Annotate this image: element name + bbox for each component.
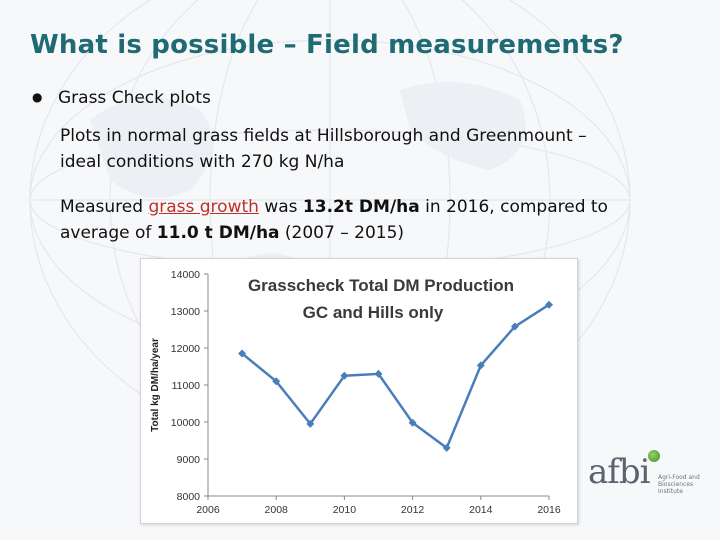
dm-production-chart: Grasscheck Total DM Production GC and Hi… — [150, 269, 561, 516]
x-tick-label: 2010 — [333, 504, 357, 516]
logo-wordmark: afbi — [588, 452, 650, 492]
bullet-text: Grass Check plots — [58, 88, 211, 108]
x-tick-label: 2014 — [469, 504, 493, 516]
average-pre: average of — [60, 223, 157, 243]
y-tick-label: 10000 — [171, 417, 200, 429]
x-tick-label: 2008 — [265, 504, 289, 516]
afbi-logo: afbi Agri-Food and Biosciences Institute — [588, 446, 708, 526]
bullet-dot-icon: ● — [32, 90, 43, 104]
y-tick-label: 11000 — [172, 380, 201, 392]
logo-leaf-icon — [648, 450, 660, 462]
data-point — [408, 418, 417, 427]
series-line — [241, 303, 550, 450]
chart-title-line-1: Grasscheck Total DM Production — [248, 276, 514, 295]
plots-line-1: Plots in normal grass fields at Hillsbor… — [60, 126, 587, 146]
y-tick-label: 12000 — [171, 343, 200, 355]
data-point — [510, 322, 519, 331]
growth-value-2016: 13.2t DM/ha — [302, 197, 420, 217]
data-point — [374, 369, 383, 378]
chart-panel: Grasscheck Total DM Production GC and Hi… — [140, 258, 578, 524]
y-axis-label: Total kg DM/ha/year — [150, 338, 161, 432]
data-point — [545, 300, 553, 309]
average-post: (2007 – 2015) — [279, 223, 405, 243]
x-tick-label: 2016 — [537, 504, 561, 516]
growth-mid: was — [258, 197, 303, 217]
bullet-grass-check: ● Grass Check plots — [32, 88, 211, 108]
y-tick-label: 8000 — [177, 491, 201, 503]
growth-pre: Measured — [60, 197, 149, 217]
plots-line-2: ideal conditions with 270 kg N/ha — [60, 152, 345, 172]
slide-title: What is possible – Field measurements? — [30, 30, 624, 60]
data-point — [272, 377, 281, 386]
data-point — [442, 443, 451, 452]
x-tick-label: 2006 — [196, 504, 220, 516]
data-point — [306, 419, 315, 428]
data-point — [238, 349, 247, 358]
growth-line-2: average of 11.0 t DM/ha (2007 – 2015) — [60, 220, 608, 246]
y-tick-label: 14000 — [171, 269, 200, 281]
plots-description: Plots in normal grass fields at Hillsbor… — [60, 123, 587, 175]
data-point — [340, 371, 349, 380]
data-point — [476, 361, 485, 370]
average-value: 11.0 t DM/ha — [156, 223, 280, 243]
chart-title-line-2: GC and Hills only — [303, 303, 444, 322]
growth-post: in 2016, compared to — [419, 197, 608, 217]
growth-line-1: Measured grass growth was 13.2t DM/ha in… — [60, 194, 608, 220]
grass-growth-link[interactable]: grass growth — [148, 197, 259, 217]
y-tick-label: 9000 — [177, 454, 201, 466]
y-tick-label: 13000 — [171, 306, 200, 318]
growth-description: Measured grass growth was 13.2t DM/ha in… — [60, 194, 608, 246]
x-tick-label: 2012 — [401, 504, 425, 516]
logo-subtitle: Agri-Food and Biosciences Institute — [658, 474, 700, 495]
